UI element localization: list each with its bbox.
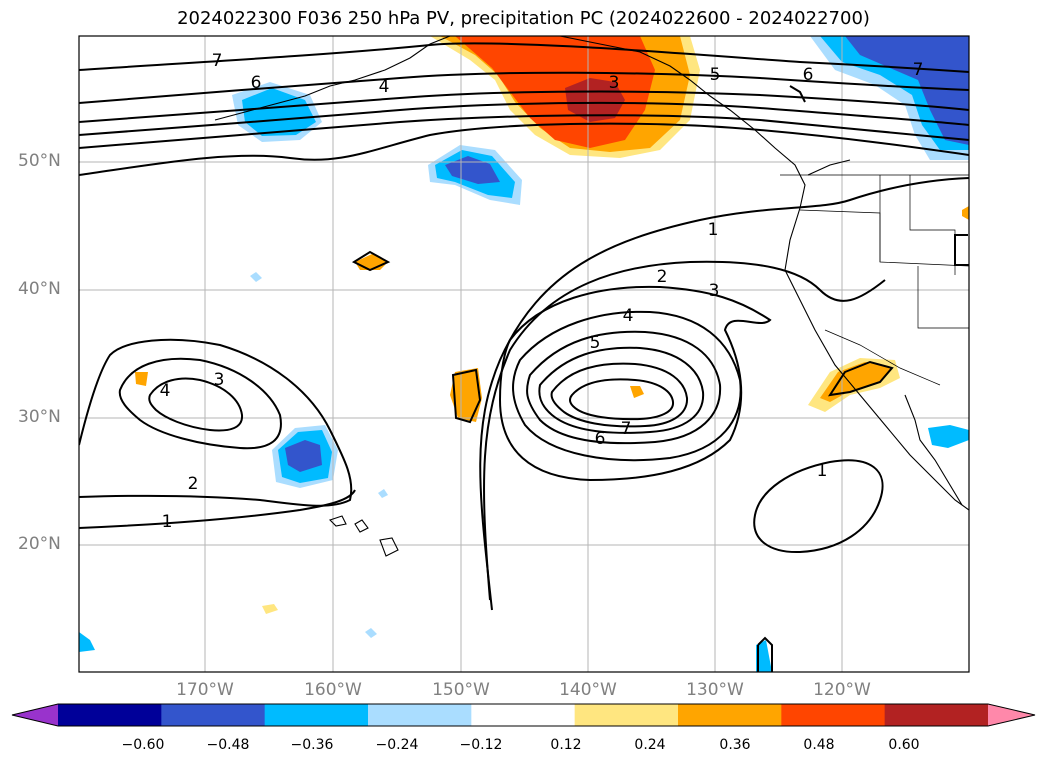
lon-label-140w: 140°W — [559, 680, 617, 700]
contour-label: 1 — [162, 512, 173, 532]
political-borders — [780, 174, 969, 386]
colorbar-segment — [884, 704, 989, 726]
colorbar-segment — [368, 704, 472, 726]
colorbar-tick: −0.48 — [206, 737, 250, 753]
lon-label-120w: 120°W — [813, 680, 871, 700]
colorbar-tick: −0.36 — [290, 737, 334, 753]
contour-label: 4 — [623, 306, 634, 326]
contour-label: 3 — [609, 73, 620, 93]
lat-label-30n: 30°N — [18, 407, 61, 427]
lon-label-150w: 150°W — [432, 680, 490, 700]
colorbar-segment — [678, 704, 782, 726]
contour-label: 6 — [595, 429, 606, 449]
colorbar-tick: −0.12 — [459, 737, 503, 753]
lon-label-170w: 170°W — [176, 680, 234, 700]
colorbar-tick: 0.12 — [550, 737, 582, 753]
contour-label: 1 — [817, 461, 828, 481]
contour-label: 4 — [379, 77, 390, 97]
contour-label: 5 — [590, 333, 601, 353]
colorbar-tick: 0.24 — [634, 737, 666, 753]
map-title: 2024022300 F036 250 hPa PV, precipitatio… — [177, 8, 870, 29]
map-background — [79, 36, 969, 672]
contour-label: 6 — [251, 73, 262, 93]
colorbar-tick: 0.36 — [719, 737, 751, 753]
contour-label: 2 — [657, 267, 668, 287]
lat-label-20n: 20°N — [18, 534, 61, 554]
contour-label: 7 — [913, 60, 924, 80]
colorbar-outline — [11, 703, 1036, 727]
colorbar-tick: −0.24 — [375, 737, 419, 753]
colorbar-segment — [574, 704, 679, 726]
map-frame — [78, 35, 970, 673]
colorbar-segment — [781, 704, 886, 726]
lon-label-160w: 160°W — [304, 680, 362, 700]
colorbar — [11, 703, 1036, 727]
contour-label: 4 — [160, 381, 171, 401]
colorbar-tick: 0.48 — [803, 737, 835, 753]
contour-label: 7 — [212, 51, 223, 71]
colorbar-segment — [161, 704, 266, 726]
colorbar-tick: −0.60 — [121, 737, 165, 753]
contour-label: 6 — [803, 65, 814, 85]
colorbar-segment — [471, 704, 576, 726]
contour-label: 3 — [214, 370, 225, 390]
colorbar-segment — [12, 704, 58, 726]
contour-label: 7 — [621, 419, 632, 439]
pv-contours — [79, 42, 969, 672]
contour-label: 2 — [188, 474, 199, 494]
colorbar-segment — [988, 704, 1035, 726]
contour-label: 1 — [708, 220, 719, 240]
colorbar-segment — [58, 704, 162, 726]
lon-label-130w: 130°W — [686, 680, 744, 700]
contour-label: 5 — [710, 65, 721, 85]
colorbar-tick: 0.60 — [888, 737, 920, 753]
contour-label: 3 — [709, 281, 720, 301]
lat-label-40n: 40°N — [18, 279, 61, 299]
lat-label-50n: 50°N — [18, 151, 61, 171]
colorbar-segment — [264, 704, 369, 726]
